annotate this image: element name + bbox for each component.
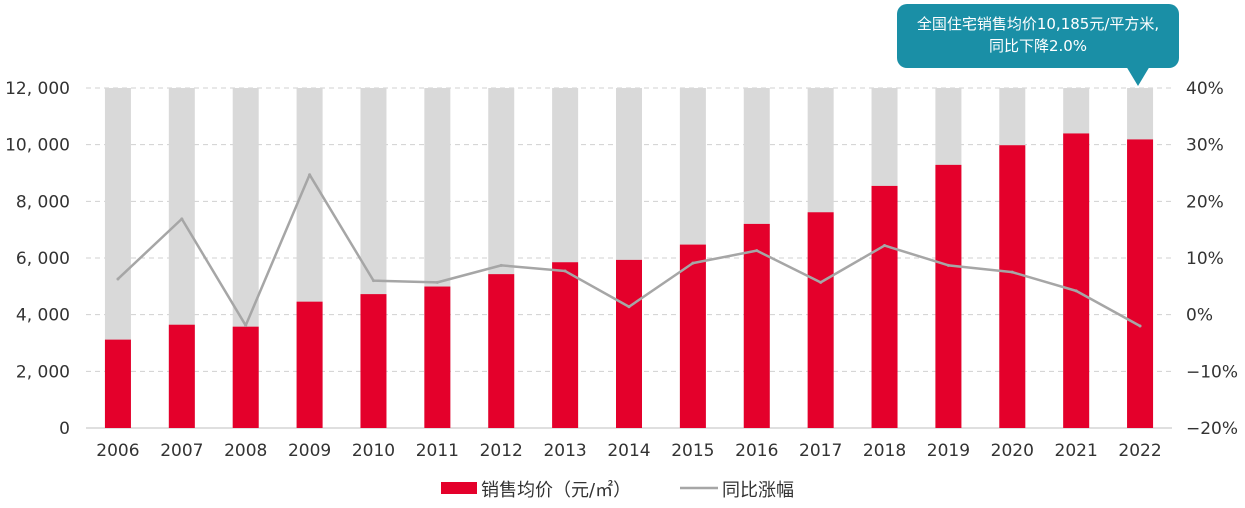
price-bar — [360, 294, 387, 428]
price-bar — [743, 223, 770, 428]
legend: 销售均价（元/㎡） 同比涨幅 — [441, 479, 794, 501]
left-tick-label: 0 — [59, 419, 70, 439]
growth-point — [1074, 289, 1078, 293]
right-tick-label: 40% — [1186, 79, 1224, 99]
x-tick-label: 2010 — [352, 441, 395, 461]
x-tick-label: 2014 — [607, 441, 650, 461]
annotation-line-2: 同比下降2.0% — [988, 37, 1088, 55]
right-tick-label: 30% — [1186, 136, 1224, 156]
left-tick-label: 8, 000 — [16, 192, 70, 212]
growth-point — [1010, 270, 1014, 274]
left-tick-label: 2, 000 — [16, 362, 70, 382]
growth-point — [563, 269, 567, 273]
growth-point — [1138, 324, 1142, 328]
annotation-pointer — [1126, 66, 1150, 86]
x-tick-label: 2012 — [480, 441, 523, 461]
x-tick-label: 2019 — [927, 441, 970, 461]
growth-point — [691, 261, 695, 265]
left-tick-label: 6, 000 — [16, 249, 70, 269]
x-tick-label: 2016 — [735, 441, 778, 461]
right-axis: −20% −10% 0% 10% 20% 30% 40% — [1186, 79, 1238, 439]
right-tick-label: 20% — [1186, 192, 1224, 212]
price-bar — [1063, 133, 1090, 429]
legend-bar-label: 销售均价（元/㎡） — [481, 479, 631, 501]
legend-bar-swatch — [441, 482, 477, 494]
x-tick-label: 2013 — [543, 441, 586, 461]
left-tick-label: 12, 000 — [5, 79, 70, 99]
x-tick-label: 2007 — [160, 441, 203, 461]
growth-point — [819, 280, 823, 284]
price-bar — [935, 164, 962, 428]
growth-line — [116, 173, 1142, 328]
price-bar — [232, 326, 259, 428]
price-bar — [616, 259, 642, 428]
x-tick-label: 2018 — [863, 441, 906, 461]
price-bar — [168, 324, 195, 428]
x-tick-label: 2021 — [1055, 441, 1098, 461]
price-bar — [552, 262, 579, 428]
growth-point — [371, 279, 375, 283]
price-bar — [104, 339, 131, 428]
price-bar — [488, 274, 515, 428]
x-tick-label: 2022 — [1118, 441, 1161, 461]
annotation-line-1: 全国住宅销售均价10,185元/平方米, — [916, 15, 1160, 33]
growth-point — [116, 277, 120, 281]
growth-point — [244, 323, 248, 327]
x-tick-label: 2009 — [288, 441, 331, 461]
right-tick-label: 0% — [1186, 306, 1213, 326]
price-bar — [807, 212, 834, 428]
price-bar — [1127, 139, 1154, 429]
right-tick-label: 10% — [1186, 249, 1224, 269]
x-tick-label: 2020 — [991, 441, 1034, 461]
price-bar — [296, 301, 323, 428]
growth-point — [627, 305, 631, 309]
growth-point — [180, 217, 184, 221]
x-tick-label: 2017 — [799, 441, 842, 461]
x-tick-label: 2008 — [224, 441, 267, 461]
right-tick-label: −10% — [1186, 362, 1238, 382]
annotation-callout: 全国住宅销售均价10,185元/平方米, 同比下降2.0% — [897, 4, 1179, 68]
growth-point — [946, 263, 950, 267]
price-bar — [871, 185, 898, 428]
price-bar — [999, 145, 1026, 428]
left-tick-label: 4, 000 — [16, 306, 70, 326]
x-tick-label: 2011 — [416, 441, 459, 461]
left-tick-label: 10, 000 — [5, 136, 70, 156]
growth-point — [883, 244, 887, 248]
left-axis: 0 2, 000 4, 000 6, 000 8, 000 10, 000 12, 000 — [5, 79, 70, 439]
legend-line-label: 同比涨幅 — [722, 480, 794, 501]
x-axis: 2006 2007 2008 2009 2010 2011 2012 2013 2014 2015… — [96, 441, 1161, 461]
growth-point — [755, 249, 759, 253]
right-tick-label: −20% — [1186, 419, 1238, 439]
growth-point — [435, 280, 439, 284]
x-tick-label: 2006 — [96, 441, 139, 461]
price-bar — [679, 244, 706, 428]
price-bars — [104, 133, 1154, 429]
price-bar — [424, 286, 451, 428]
growth-point — [308, 173, 312, 177]
x-tick-label: 2015 — [671, 441, 714, 461]
growth-point — [499, 263, 503, 267]
